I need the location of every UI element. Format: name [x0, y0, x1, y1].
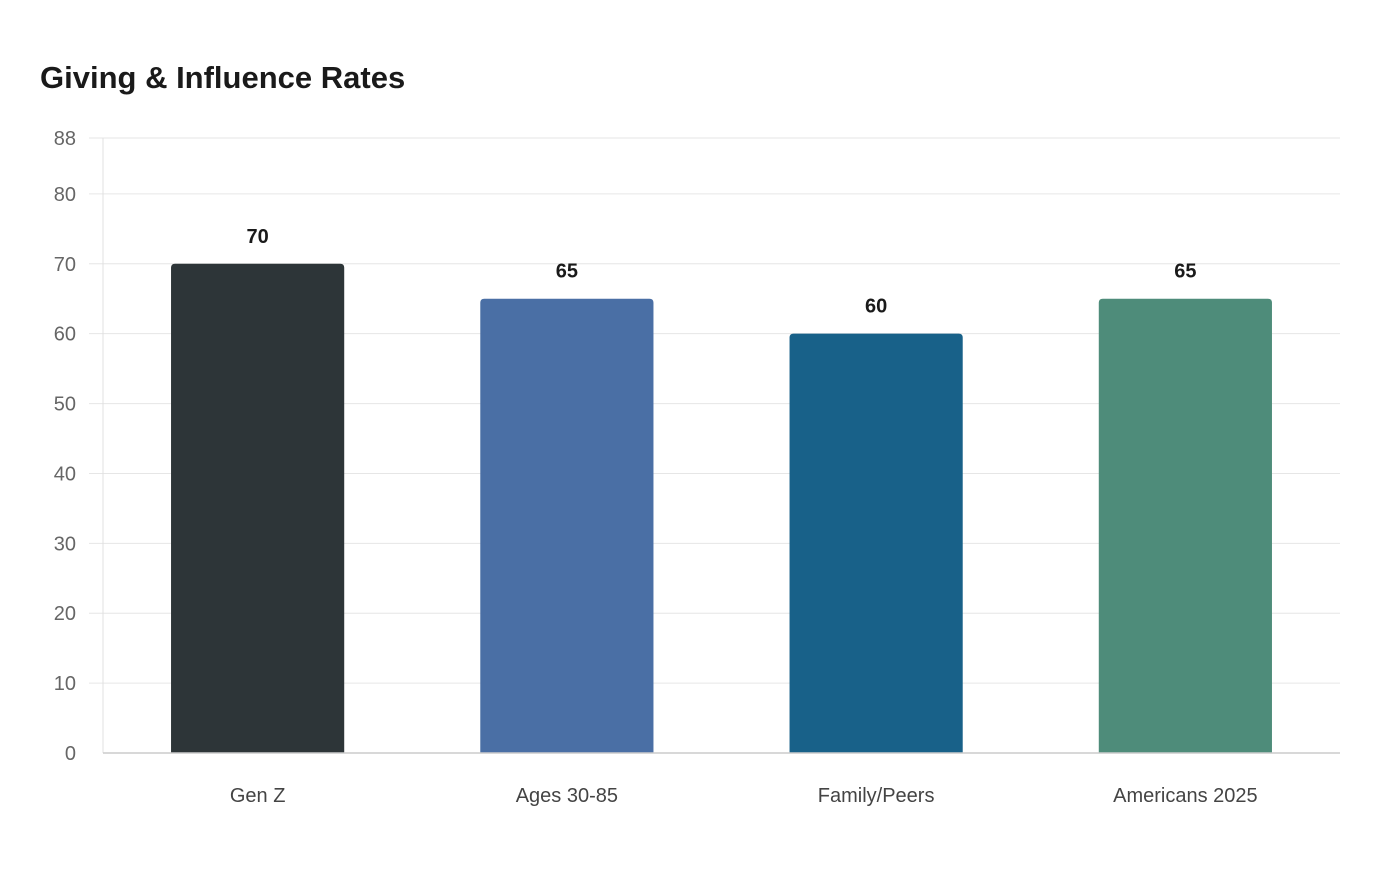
y-tick-label: 80: [54, 184, 76, 206]
y-tick-label: 88: [54, 128, 76, 150]
y-tick-label: 60: [54, 324, 76, 346]
x-category-label: Family/Peers: [818, 785, 935, 807]
x-category-label: Americans 2025: [1113, 785, 1258, 807]
y-tick-label: 50: [54, 394, 76, 416]
data-label: 65: [556, 261, 578, 283]
x-category-label: Gen Z: [230, 785, 286, 807]
chart-title: Giving & Influence Rates: [40, 60, 406, 95]
bar-gen-z[interactable]: [171, 263, 345, 753]
y-tick-label: 0: [65, 743, 76, 765]
data-label: 65: [1174, 261, 1196, 283]
bar-ages-30-85[interactable]: [480, 298, 654, 753]
y-tick-label: 40: [54, 463, 76, 485]
y-tick-label: 30: [54, 533, 76, 555]
bar-americans-2025[interactable]: [1098, 298, 1272, 753]
x-category-label: Ages 30-85: [516, 785, 618, 807]
data-label: 70: [247, 226, 269, 248]
y-tick-label: 10: [54, 673, 76, 695]
y-tick-label: 70: [54, 254, 76, 276]
bar-family-peers[interactable]: [789, 333, 963, 753]
data-label: 60: [865, 296, 887, 318]
y-tick-label: 20: [54, 603, 76, 625]
